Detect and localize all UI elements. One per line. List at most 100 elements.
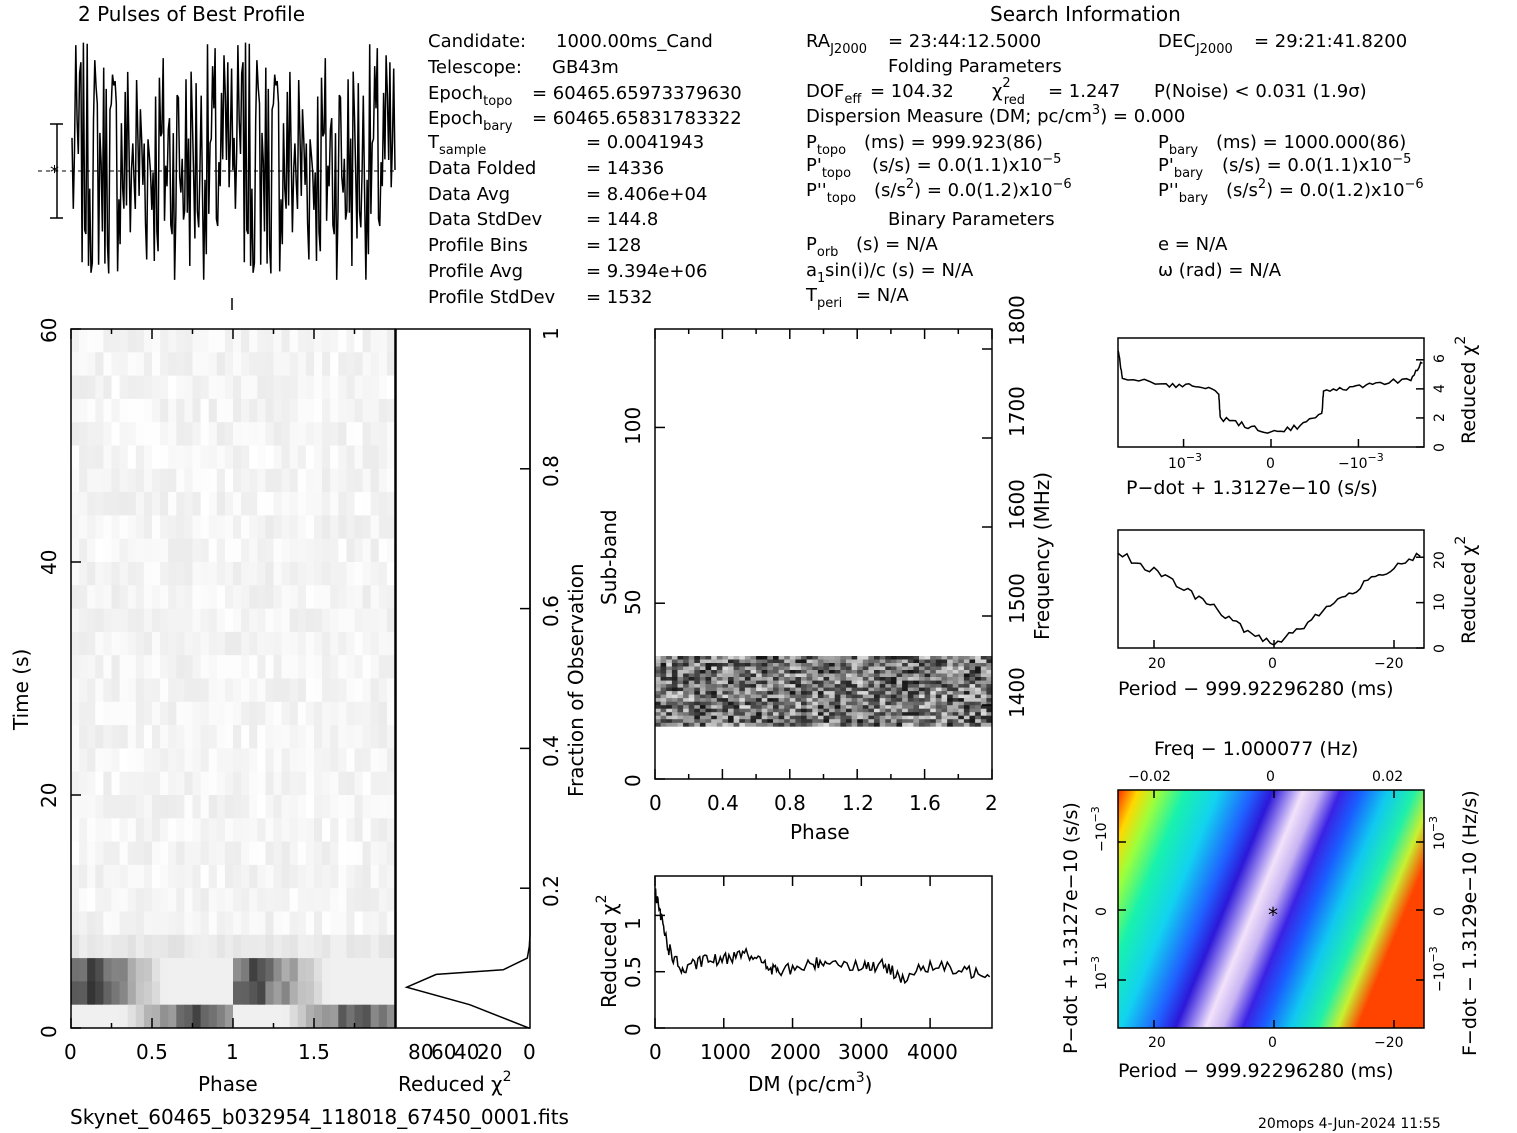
- subband-cell: [823, 677, 830, 681]
- chi-value: = 1.247: [1048, 81, 1120, 102]
- subband-cell: [716, 719, 723, 724]
- time-phase-cell: [281, 422, 291, 446]
- subband-cell: [756, 684, 763, 688]
- time-phase-cell: [135, 398, 145, 423]
- time-phase-cell: [119, 655, 129, 679]
- time-phase-cell: [386, 981, 396, 1006]
- time-phase-cell: [135, 934, 145, 959]
- subband-cell: [733, 722, 740, 727]
- subband-cell: [935, 656, 942, 660]
- time-phase-cell: [71, 655, 80, 679]
- time-phase-cell: [103, 888, 112, 912]
- subband-cell: [924, 715, 931, 720]
- subband-cell: [750, 677, 757, 681]
- time-phase-cell: [208, 422, 218, 446]
- epoch-bary-label: Epochbary: [428, 108, 513, 134]
- subband-cell: [902, 659, 909, 664]
- time-phase-cell: [378, 911, 388, 936]
- subband-cell: [958, 666, 965, 671]
- time-phase-cell: [289, 678, 299, 703]
- subband-cell: [671, 687, 678, 692]
- subband-cell: [935, 708, 942, 713]
- time-phase-cell: [176, 329, 185, 353]
- freq-tick-0: 1400: [1005, 667, 1029, 718]
- subband-cell: [733, 691, 740, 695]
- subband-cell: [851, 715, 858, 720]
- time-phase-cell: [273, 398, 283, 423]
- subband-cell: [980, 708, 987, 713]
- subband-cell: [694, 712, 701, 717]
- time-phase-cell: [370, 608, 380, 633]
- subband-cell: [963, 673, 970, 678]
- time-phase-cell: [184, 958, 193, 982]
- time-phase-cell: [208, 468, 218, 493]
- time-phase-cell: [119, 468, 129, 493]
- subband-cell: [975, 698, 982, 702]
- time-phase-cell: [297, 492, 307, 516]
- time-phase-cell: [200, 631, 210, 656]
- subband-cell: [694, 708, 701, 713]
- subband-cell: [801, 712, 807, 717]
- time-phase-cell: [119, 608, 129, 633]
- subband-cell: [728, 708, 734, 713]
- dm-ytick-2: 1: [621, 917, 645, 930]
- subband-cell: [986, 684, 993, 688]
- subband-cell: [660, 687, 667, 692]
- time-phase-cell: [87, 375, 96, 400]
- subband-cell: [857, 659, 864, 664]
- subband-cell: [834, 719, 841, 724]
- subband-cell: [907, 708, 914, 713]
- subband-cell: [975, 719, 982, 724]
- subband-cell: [941, 691, 948, 695]
- time-phase-cell: [249, 631, 258, 656]
- time-phase-cell: [168, 608, 177, 633]
- time-phase-cell: [233, 981, 242, 1006]
- subband-cell: [705, 684, 712, 688]
- subband-cell: [930, 663, 937, 667]
- time-phase-cell: [135, 1004, 145, 1029]
- time-phase-cell: [176, 701, 185, 726]
- subband-cell: [952, 680, 959, 685]
- subband-cell: [817, 677, 824, 681]
- time-phase-cell: [233, 468, 242, 493]
- subband-cell: [806, 656, 813, 660]
- time-phase-cell: [200, 375, 210, 400]
- subband-cell: [874, 701, 880, 706]
- time-phase-cell: [289, 818, 299, 843]
- subband-cell: [868, 722, 875, 727]
- subband-cell: [902, 694, 909, 699]
- pdot-ytick-3: 6: [1432, 354, 1448, 363]
- time-phase-cell: [192, 655, 202, 679]
- subband-cell: [907, 705, 914, 710]
- time-phase-cell: [362, 795, 372, 819]
- subband-cell: [986, 705, 993, 710]
- time-phase-cell: [111, 771, 121, 796]
- time-phase-cell: [152, 608, 161, 633]
- time-phase-ticks: [70, 298, 356, 1029]
- time-phase-cell: [95, 515, 104, 540]
- time-phase-cell: [265, 492, 274, 516]
- time-phase-cell: [241, 562, 250, 586]
- time-phase-cell: [103, 911, 112, 936]
- time-phase-cell: [330, 911, 339, 936]
- subband-cell: [935, 719, 942, 724]
- subband-cell: [699, 666, 706, 671]
- subband-cell: [963, 677, 970, 681]
- subband-cell: [851, 705, 858, 710]
- subband-cell: [773, 677, 779, 681]
- time-phase-cell: [289, 888, 299, 912]
- time-phase-cell: [176, 725, 185, 749]
- time-phase-cell: [71, 678, 80, 703]
- subband-cell: [969, 659, 976, 664]
- subband-cell: [862, 677, 869, 681]
- time-phase-cell: [119, 515, 129, 540]
- subband-cell: [677, 666, 684, 671]
- time-phase-cell: [330, 631, 339, 656]
- time-phase-cell: [354, 538, 364, 563]
- time-phase-cell: [378, 748, 388, 773]
- subband-cell: [795, 705, 802, 710]
- time-phase-cell: [305, 1004, 315, 1029]
- subband-cell: [879, 691, 886, 695]
- time-phase-cell: [71, 398, 80, 423]
